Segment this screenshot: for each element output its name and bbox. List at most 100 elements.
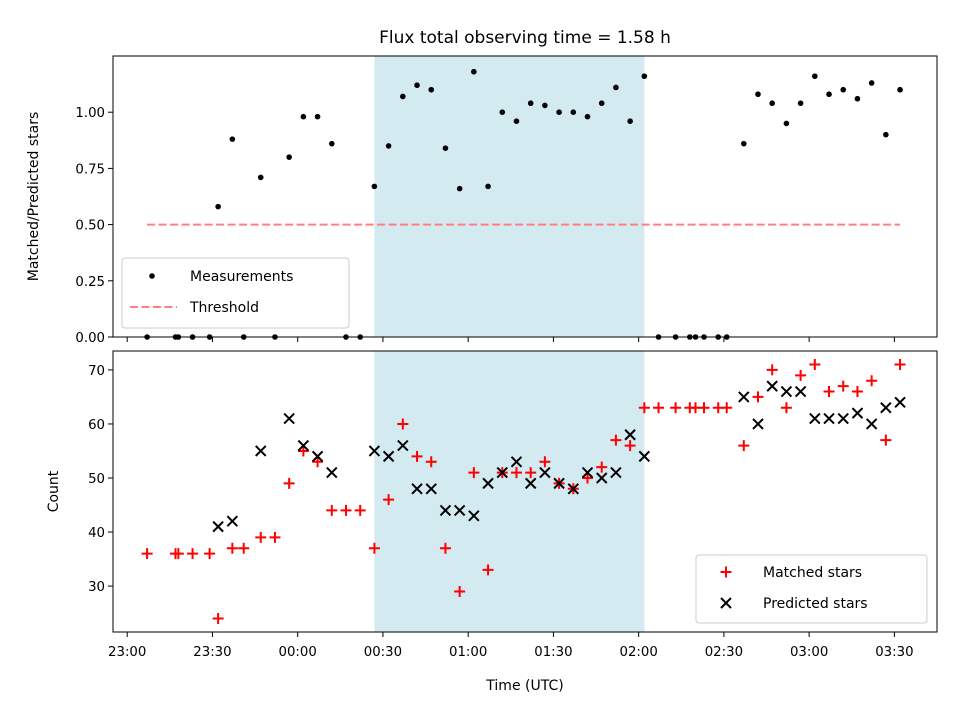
- matched-stars-point: [823, 386, 835, 398]
- predicted-stars-point: [738, 391, 750, 403]
- matched-stars-point: [752, 391, 764, 403]
- matched-stars-point: [326, 504, 338, 516]
- matched-stars-point: [172, 548, 184, 560]
- measurement-point: [485, 183, 491, 190]
- predicted-stars-point: [624, 429, 636, 441]
- matched-stars-point: [312, 456, 324, 468]
- y-tick-label: 0.00: [75, 331, 105, 346]
- predicted-stars-point: [283, 412, 295, 425]
- predicted-stars-point: [255, 445, 267, 457]
- predicted-stars-point: [453, 504, 466, 517]
- x-tick-label: 03:00: [790, 645, 828, 660]
- measurement-point: [556, 109, 562, 115]
- predicted-stars-point: [311, 450, 324, 463]
- legend-matched-marker: [720, 566, 732, 578]
- predicted-stars-point: [425, 483, 437, 495]
- series-predicted-stars: [212, 380, 906, 533]
- predicted-stars-point: [596, 472, 608, 484]
- measurement-point: [542, 102, 548, 109]
- predicted-stars-point: [368, 445, 381, 457]
- predicted-stars-point: [524, 477, 537, 490]
- matched-stars-point: [766, 364, 778, 376]
- legend-box: [121, 257, 350, 329]
- axes-frame: [112, 350, 938, 633]
- y-tick-label: 1.00: [75, 106, 105, 121]
- measurement-point: [854, 95, 861, 102]
- measurement-point: [826, 91, 832, 98]
- matched-stars-point: [638, 402, 650, 414]
- matched-stars-point: [698, 402, 710, 414]
- predicted-stars-point: [894, 396, 906, 409]
- predicted-stars-point: [638, 450, 651, 463]
- y-tick-label: 50: [88, 472, 105, 487]
- matched-stars-point: [653, 402, 665, 414]
- matched-stars-point: [510, 467, 522, 479]
- y-tick-label: 40: [88, 526, 105, 541]
- matched-stars-point: [454, 585, 466, 597]
- matched-stars-point: [269, 531, 281, 543]
- measurement-point: [613, 84, 619, 91]
- x-tick-label: 00:30: [364, 645, 402, 660]
- measurement-point: [400, 93, 406, 100]
- matched-stars-point: [596, 461, 608, 473]
- matched-stars-point: [809, 359, 821, 371]
- matched-stars-point: [624, 440, 636, 452]
- matched-stars-point: [255, 531, 267, 543]
- measurement-point: [783, 120, 790, 127]
- measurement-point: [499, 109, 506, 115]
- x-tick-label: 00:00: [279, 645, 317, 660]
- matched-stars-point: [340, 504, 352, 516]
- matched-stars-point: [425, 456, 437, 468]
- measurement-point: [471, 68, 477, 75]
- measurement-point: [584, 113, 591, 120]
- matched-stars-point: [411, 450, 423, 462]
- legend-box: [695, 554, 928, 624]
- predicted-stars-point: [482, 477, 494, 490]
- x-tick-label: 23:00: [108, 645, 146, 660]
- y-tick-label: 0.50: [75, 219, 105, 234]
- matched-stars-point: [539, 456, 551, 468]
- matched-stars-point: [525, 467, 537, 479]
- measurement-point: [513, 118, 520, 124]
- measurement-point: [286, 154, 292, 160]
- predicted-stars-point: [610, 466, 622, 479]
- matched-stars-point: [866, 375, 878, 387]
- predicted-stars-point: [212, 520, 224, 533]
- matched-stars-point: [187, 548, 199, 560]
- matched-stars-point: [283, 477, 295, 489]
- matched-stars-point: [212, 612, 224, 624]
- predicted-stars-point: [823, 412, 835, 425]
- series-matched-stars: [141, 359, 906, 624]
- x-tick-label: 23:30: [193, 645, 231, 660]
- measurement-point: [442, 145, 449, 151]
- measurement-point: [371, 183, 378, 190]
- matched-stars-point: [204, 548, 216, 560]
- predicted-stars-point: [851, 407, 864, 419]
- matched-stars-point: [780, 402, 792, 414]
- matched-stars-point: [439, 542, 451, 554]
- matched-stars-point: [582, 472, 594, 484]
- predicted-stars-point: [411, 483, 423, 495]
- y-tick-label: 30: [88, 580, 105, 595]
- matched-stars-point: [738, 440, 750, 452]
- predicted-stars-point: [752, 418, 764, 430]
- measurement-point: [428, 86, 435, 93]
- predicted-stars-point: [880, 402, 892, 414]
- measurement-point: [300, 113, 307, 120]
- predicted-stars-point: [439, 504, 452, 517]
- predicted-stars-point: [837, 412, 849, 425]
- measurement-point: [229, 136, 236, 142]
- matched-stars-point: [238, 542, 250, 554]
- measurement-point: [328, 140, 335, 147]
- measurement-point: [257, 174, 264, 181]
- count-panel: 30 40 50 60 70 23:00 23:30 00:00 00:30 01:00 01:30…: [46, 350, 938, 694]
- y-tick-label: 0.75: [75, 162, 105, 177]
- matched-stars-point: [610, 434, 622, 446]
- measurement-point: [840, 86, 847, 93]
- legend: Matched stars Predicted stars: [695, 554, 928, 624]
- predicted-stars-point: [809, 412, 821, 425]
- matched-stars-point: [141, 548, 153, 560]
- measurement-point: [414, 82, 420, 89]
- x-axis-label: Time (UTC): [485, 678, 563, 694]
- measurement-point: [314, 113, 321, 120]
